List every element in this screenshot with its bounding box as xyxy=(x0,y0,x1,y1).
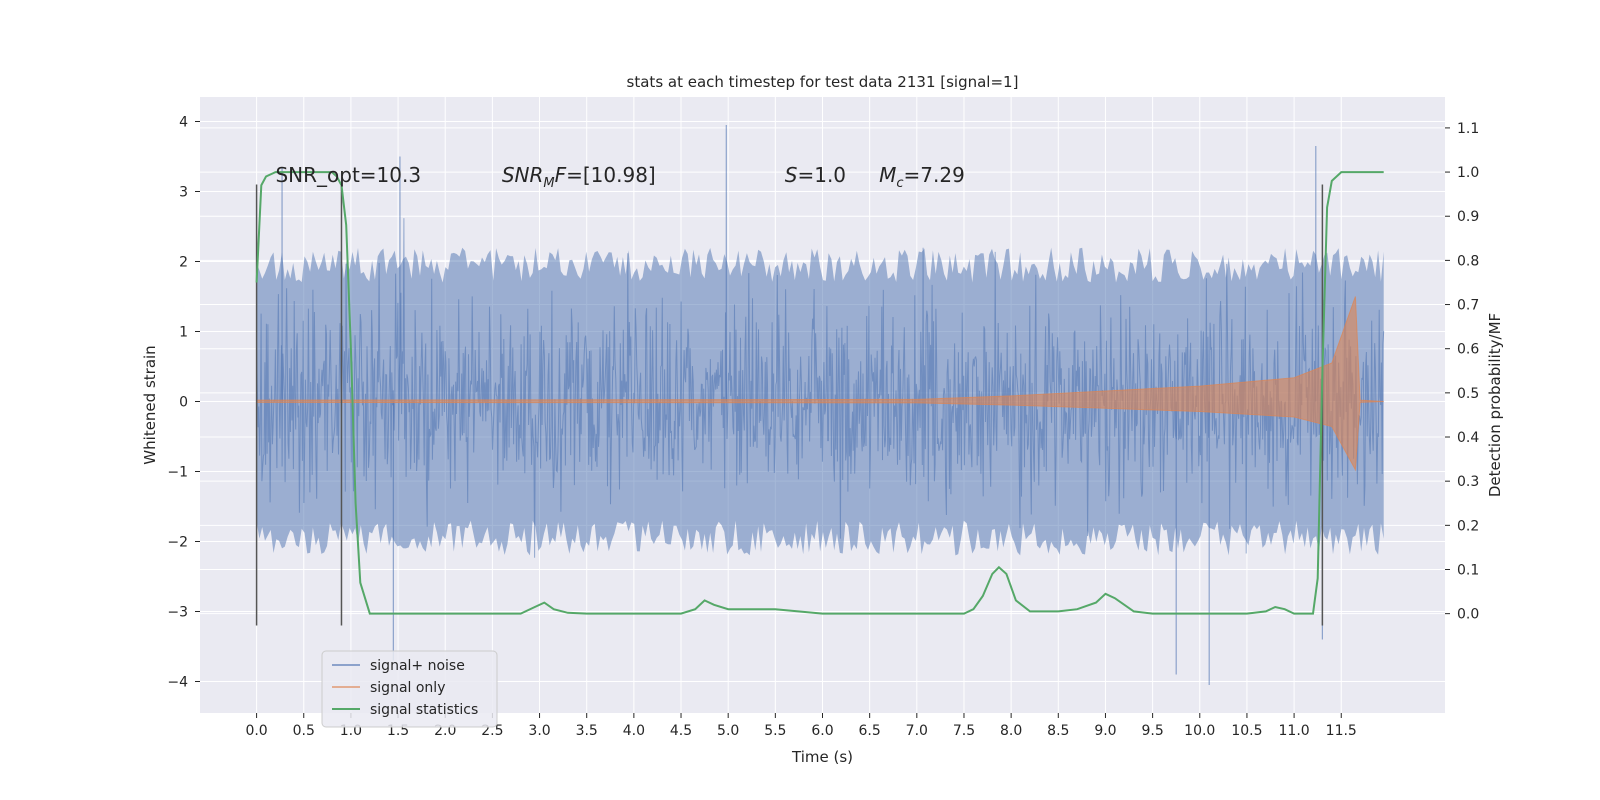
y-tick-label: 2 xyxy=(179,255,188,271)
x-tick-label: 5.0 xyxy=(717,723,739,739)
signal-statistics-series xyxy=(255,171,1384,615)
x-tick-label: 6.5 xyxy=(859,723,881,739)
y2-tick-label: 0.7 xyxy=(1457,298,1479,314)
annotation-text: S=1.0 xyxy=(785,163,846,187)
x-axis-label: Time (s) xyxy=(791,748,853,766)
x-tick-label: 8.5 xyxy=(1047,723,1069,739)
y-tick-label: −3 xyxy=(167,605,188,621)
legend-label: signal+ noise xyxy=(370,658,465,674)
y2-tick-label: 0.5 xyxy=(1457,386,1479,402)
y2-tick-label: 1.0 xyxy=(1457,165,1479,181)
x-tick-label: 3.5 xyxy=(576,723,598,739)
y-tick-label: 1 xyxy=(179,325,188,341)
x-tick-label: 7.5 xyxy=(953,723,975,739)
x-tick-label: 10.5 xyxy=(1231,723,1262,739)
x-tick-label: 4.0 xyxy=(623,723,645,739)
annotations: SNR_opt=10.3 SNRMF=[10.98] S=1.0 Mc=7.29 xyxy=(275,163,964,191)
y-tick-label: 0 xyxy=(179,395,188,411)
y2-axis-ticks: 1.1 1.0 0.9 0.8 0.7 0.6 0.5 0.4 0.3 0.2 0.1 0.0 xyxy=(1445,121,1479,623)
x-tick-label: 0.0 xyxy=(245,723,267,739)
x-tick-label: 5.5 xyxy=(764,723,786,739)
y2-axis-label: Detection probability/MF xyxy=(1486,313,1504,497)
x-tick-label: 10.0 xyxy=(1184,723,1215,739)
x-tick-label: 9.0 xyxy=(1094,723,1116,739)
x-tick-label: 4.5 xyxy=(670,723,692,739)
legend: signal+ noise signal only signal statistic… xyxy=(321,650,498,728)
x-tick-label: 0.5 xyxy=(293,723,315,739)
x-tick-label: 9.5 xyxy=(1141,723,1163,739)
y-tick-label: −1 xyxy=(167,465,188,481)
annotation-text: SNRMF=[10.98] xyxy=(502,163,656,191)
y-axis-label: Whitened strain xyxy=(141,345,159,464)
x-axis-ticks: 0.0 0.5 1.0 1.5 2.0 2.5 3.0 3.5 4.0 4.5 5.0 5.5 6.0 6… xyxy=(245,713,1357,739)
y2-tick-label: 0.2 xyxy=(1457,518,1479,534)
legend-label: signal statistics xyxy=(370,702,478,718)
x-tick-label: 8.0 xyxy=(1000,723,1022,739)
y-tick-label: −2 xyxy=(167,535,188,551)
y2-tick-label: 0.1 xyxy=(1457,562,1479,578)
y-tick-label: 4 xyxy=(179,115,188,131)
x-tick-label: 11.0 xyxy=(1279,723,1310,739)
legend-box xyxy=(321,650,498,728)
y2-tick-label: 0.4 xyxy=(1457,430,1479,446)
annotation-text: SNR_opt=10.3 xyxy=(275,163,421,187)
x-tick-label: 11.5 xyxy=(1326,723,1357,739)
y2-tick-label: 0.3 xyxy=(1457,474,1479,490)
y2-tick-label: 0.9 xyxy=(1457,209,1479,225)
x-tick-label: 6.0 xyxy=(811,723,833,739)
x-tick-label: 3.0 xyxy=(528,723,550,739)
y-tick-label: −4 xyxy=(167,675,188,691)
x-tick-label: 7.0 xyxy=(906,723,928,739)
y2-tick-label: 0.8 xyxy=(1457,253,1479,269)
y-tick-label: 3 xyxy=(179,185,188,201)
signal-only-line xyxy=(256,296,1384,472)
y-axis-ticks: 4 3 2 1 0 −1 −2 −3 −4 xyxy=(167,115,200,691)
y2-tick-label: 0.6 xyxy=(1457,342,1479,358)
legend-label: signal only xyxy=(370,680,445,696)
annotation-text: Mc=7.29 xyxy=(879,163,965,191)
chart-title: stats at each timestep for test data 213… xyxy=(627,73,1019,91)
signal-only-series xyxy=(256,296,1384,472)
y2-tick-label: 1.1 xyxy=(1457,121,1479,137)
signal-statistics-line xyxy=(255,171,1384,615)
y2-tick-label: 0.0 xyxy=(1457,607,1479,623)
